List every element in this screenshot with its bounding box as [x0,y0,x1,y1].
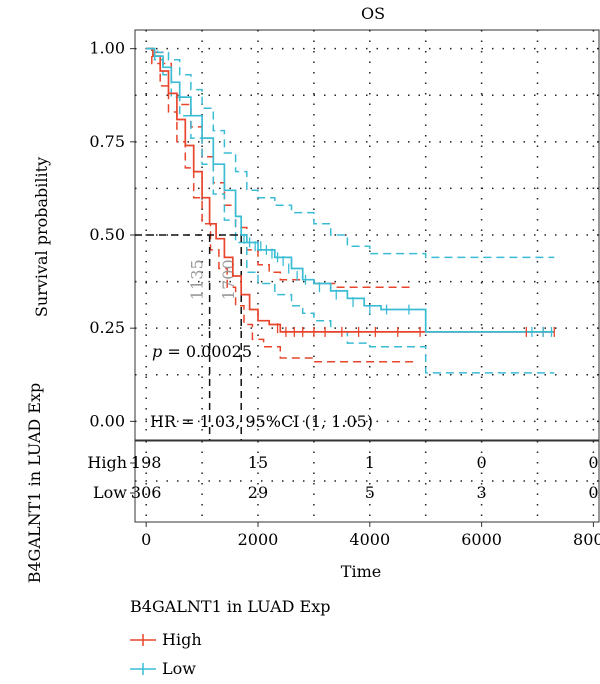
risk-row-label-low: Low [93,483,127,502]
x-axis-ticks: 0 2000 4000 6000 8000 [141,522,600,549]
ci-upper-low [146,47,555,259]
confidence-bands [146,47,555,374]
median-time-label: 1135 [188,259,207,300]
median-survival-lines: 1135 1700 [135,234,242,440]
x-tick-label: 6000 [461,530,502,549]
risk-value-low: 29 [248,483,268,502]
x-tick-label: 2000 [238,530,279,549]
risk-table-values: 198 15 1 0 0 306 29 5 3 0 [131,453,599,502]
legend-title: B4GALNT1 in LUAD Exp [130,597,331,616]
p-symbol: p [152,342,162,361]
survival-curves [146,47,555,333]
y-tick-label: 0.75 [89,132,125,151]
x-axis-label: Time [341,562,381,581]
risk-table-title: B4GALNT1 in LUAD Exp [25,383,44,584]
chart-title: OS [361,4,385,23]
risk-table-grid [130,441,599,522]
risk-row-label-high: High [87,453,127,472]
risk-value-low: 306 [131,483,162,502]
p-value-annotation: p = 0.00025 [152,342,252,361]
median-time-label: 1700 [219,259,238,300]
survival-curve-high [146,47,555,333]
survival-curve-low [146,47,555,333]
risk-value-high: 1 [365,453,375,472]
legend-label-high: High [162,630,202,649]
censor-marks [243,233,555,337]
y-axis-label: Survival probability [32,157,51,317]
legend-item-high: High [130,630,202,649]
risk-value-high: 198 [131,453,162,472]
risk-value-high: 0 [477,453,487,472]
ci-lower-high [146,47,415,363]
grid-lines [135,30,599,440]
legend-item-low: Low [130,659,196,678]
ci-lower-low [146,47,555,374]
y-tick-label: 0.50 [89,225,125,244]
y-tick-label: 1.00 [89,39,125,58]
legend-label-low: Low [162,659,196,678]
y-axis-ticks: 0.00 0.25 0.50 0.75 1.00 [89,39,135,430]
risk-value-low: 3 [477,483,487,502]
hr-annotation: HR = 1.03, 95%CI (1, 1.05) [150,412,373,431]
risk-value-low: 5 [365,483,375,502]
x-tick-label: 4000 [349,530,390,549]
risk-value-low: 0 [588,483,598,502]
y-tick-label: 0.00 [89,411,125,430]
x-tick-label: 8000 [573,530,600,549]
risk-value-high: 0 [588,453,598,472]
p-value: = 0.00025 [162,342,252,361]
x-tick-label: 0 [141,530,151,549]
risk-value-high: 15 [248,453,268,472]
y-tick-label: 0.25 [89,318,125,337]
